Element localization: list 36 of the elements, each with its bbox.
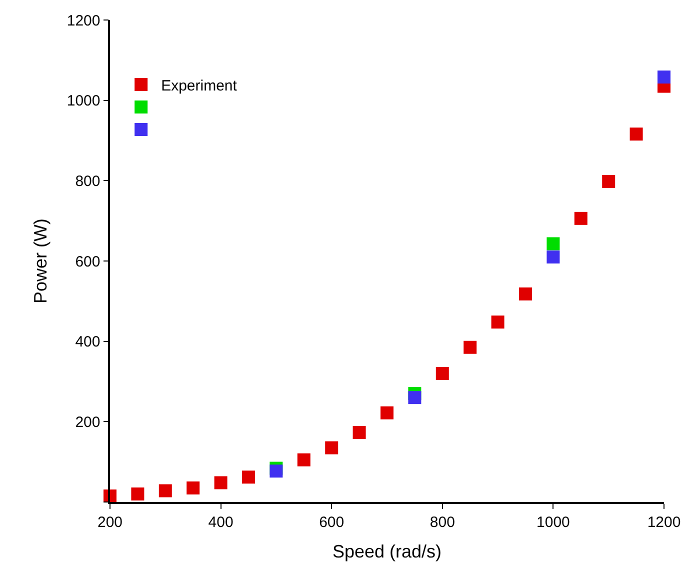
- legend-label: Experiment: [161, 77, 238, 94]
- y-tick-label: 200: [75, 414, 100, 431]
- x-tick-label: 400: [208, 514, 234, 531]
- y-tick-label: 800: [75, 172, 100, 190]
- point: [131, 487, 144, 500]
- point: [519, 287, 532, 300]
- x-tick-label: 1000: [536, 514, 570, 531]
- point: [491, 316, 504, 329]
- point: [658, 70, 670, 84]
- point: [546, 250, 560, 264]
- x-axis-title: Speed (rad/s): [332, 541, 442, 562]
- x-tick-label: 800: [430, 514, 455, 531]
- point: [214, 476, 228, 490]
- point: [408, 391, 422, 404]
- point: [464, 340, 477, 354]
- y-tick-label: 1000: [66, 92, 100, 110]
- point: [325, 441, 338, 454]
- point: [297, 453, 310, 466]
- point: [574, 212, 588, 225]
- point: [158, 484, 172, 498]
- x-tick-label: 600: [319, 514, 344, 531]
- point: [630, 128, 643, 141]
- point: [602, 174, 616, 188]
- x-tick-label: 1200: [647, 514, 681, 531]
- point: [546, 237, 560, 250]
- y-tick-label: 1200: [66, 12, 100, 30]
- y-tick-label: 600: [75, 253, 100, 270]
- point: [186, 481, 200, 494]
- y-axis-title: Power (W): [30, 218, 51, 304]
- point: [352, 426, 366, 440]
- point: [380, 406, 394, 420]
- point: [242, 470, 255, 484]
- point: [436, 366, 449, 380]
- point: [270, 464, 283, 478]
- y-tick-label: 400: [75, 334, 100, 351]
- x-tick-label: 200: [97, 514, 123, 531]
